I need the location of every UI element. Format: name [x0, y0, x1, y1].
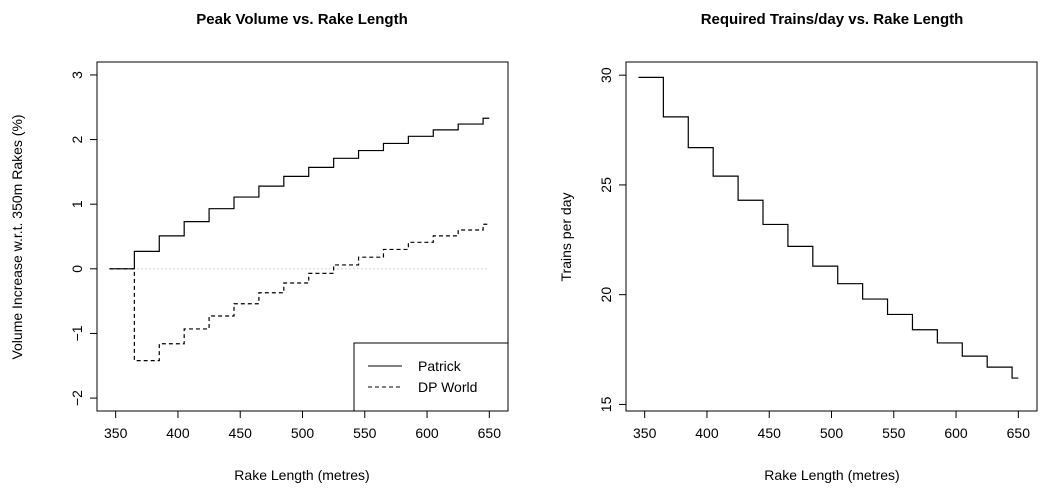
- x-tick-label: 450: [758, 425, 782, 441]
- y-tick-label: 15: [598, 396, 614, 412]
- x-tick-label: 650: [478, 425, 502, 441]
- plot-frame: [625, 61, 1038, 412]
- x-tick-label: 550: [353, 425, 377, 441]
- series-line-patrick: [109, 117, 490, 270]
- y-tick-label: 25: [598, 177, 614, 193]
- x-axis: 350 400 450 500 550 600 650: [633, 410, 1031, 441]
- x-tick-label: 450: [229, 425, 253, 441]
- chart-title: Peak Volume vs. Rake Length: [196, 11, 407, 28]
- x-tick-label: 500: [291, 425, 315, 441]
- x-axis-label: Rake Length (metres): [234, 467, 369, 483]
- x-tick-label: 400: [166, 425, 190, 441]
- y-tick-label: 30: [598, 67, 614, 83]
- chart-panel-peak-volume: Peak Volume vs. Rake Length Rake Length …: [9, 11, 509, 483]
- y-tick-label: −1: [69, 325, 85, 341]
- y-axis: 15 20 25 30: [598, 67, 627, 412]
- y-tick-label: 1: [69, 200, 85, 208]
- series-group: [638, 76, 1019, 379]
- x-tick-label: 650: [1007, 425, 1031, 441]
- y-tick-label: 3: [69, 71, 85, 79]
- legend-label-patrick: Patrick: [418, 358, 462, 374]
- legend: Patrick DP World: [353, 342, 509, 412]
- y-axis-label: Trains per day: [558, 193, 574, 282]
- chart-title: Required Trains/day vs. Rake Length: [701, 11, 964, 28]
- x-axis: 350 400 450 500 550 600 650: [104, 410, 502, 441]
- x-tick-label: 400: [695, 425, 719, 441]
- x-axis-label: Rake Length (metres): [764, 467, 899, 483]
- y-tick-label: −2: [69, 390, 85, 406]
- y-axis: −2 −1 0 1 2 3: [69, 71, 98, 406]
- legend-box: [353, 342, 509, 412]
- y-tick-label: 0: [69, 265, 85, 273]
- x-tick-label: 550: [882, 425, 906, 441]
- series-line-trains: [638, 76, 1019, 379]
- chart-panel-trains-per-day: Required Trains/day vs. Rake Length Rake…: [558, 11, 1038, 483]
- series-group: [109, 117, 490, 362]
- x-tick-label: 350: [633, 425, 657, 441]
- x-tick-label: 350: [104, 425, 128, 441]
- y-axis-label: Volume Increase w.r.t. 350m Rakes (%): [9, 114, 25, 359]
- y-tick-label: 20: [598, 287, 614, 303]
- y-tick-label: 2: [69, 135, 85, 143]
- legend-label-dp-world: DP World: [418, 379, 477, 395]
- x-tick-label: 600: [944, 425, 968, 441]
- x-tick-label: 500: [820, 425, 844, 441]
- x-tick-label: 600: [415, 425, 439, 441]
- series-line-dp-world: [109, 223, 490, 362]
